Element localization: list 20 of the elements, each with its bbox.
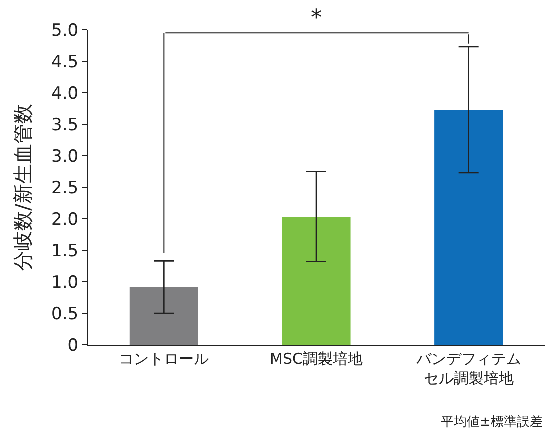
x-tick-label: MSC調製培地 (270, 350, 363, 368)
y-tick-label: 4.5 (52, 52, 79, 72)
y-tick-label: 1.0 (52, 272, 79, 293)
bar (434, 110, 504, 345)
annotation: * (311, 6, 322, 31)
y-tick-label: 5.0 (52, 20, 79, 41)
y-tick-label: 2.5 (52, 178, 79, 198)
y-tick-label: 2.0 (52, 210, 79, 230)
y-tick-label: 0.5 (52, 304, 79, 324)
x-tick-label: バンデフィテムセル調製培地 (415, 350, 522, 388)
y-axis-title: 分岐数/新生血管数 (11, 104, 36, 271)
y-tick-label: 3.5 (52, 115, 79, 136)
y-tick-label: 3.0 (52, 146, 79, 167)
y-tick-label: 0 (68, 336, 79, 356)
x-tick-label: コントロール (119, 350, 210, 368)
text: 平均値±標準誤差 (441, 415, 543, 430)
bar (282, 217, 351, 345)
y-tick-label: 4.0 (52, 84, 79, 104)
y-tick-label: 1.5 (52, 241, 79, 262)
bar (130, 287, 198, 345)
